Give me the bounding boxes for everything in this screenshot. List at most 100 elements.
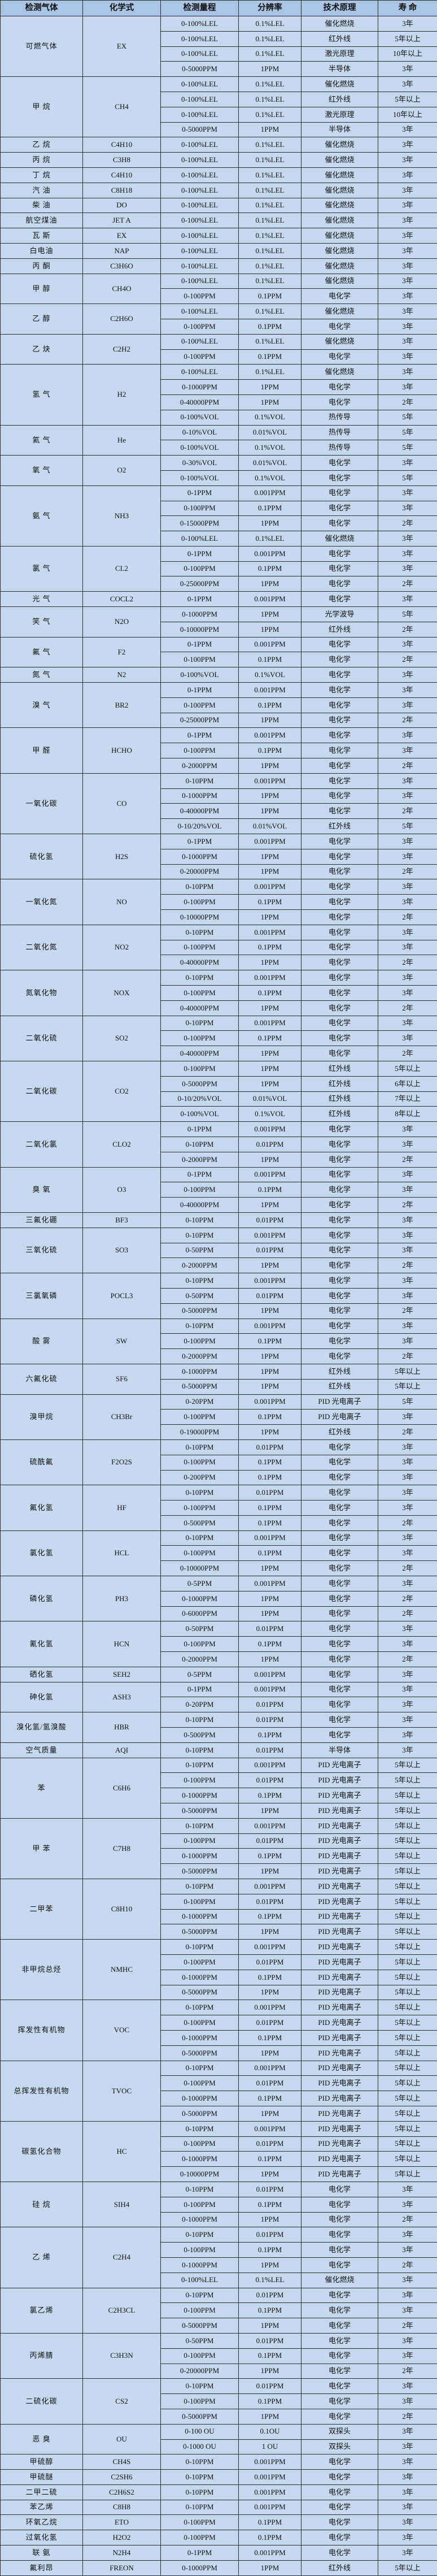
resolution-cell: 1PPM bbox=[239, 1803, 301, 1819]
lifespan-cell: 5年以上 bbox=[378, 1818, 437, 1833]
lifespan-cell: 5年以上 bbox=[378, 1758, 437, 1773]
lifespan-cell: 3年 bbox=[378, 531, 437, 547]
principle-cell: PID 光电离子 bbox=[301, 1803, 378, 1819]
resolution-cell: 0.001PPM bbox=[239, 879, 301, 895]
formula-cell: C3H6O bbox=[83, 258, 161, 274]
resolution-cell: 1PPM bbox=[239, 1258, 301, 1273]
range-cell: 0-10PPM bbox=[161, 925, 239, 940]
lifespan-cell: 3年 bbox=[378, 501, 437, 516]
lifespan-cell: 5年以上 bbox=[378, 1864, 437, 1879]
resolution-cell: 1PPM bbox=[239, 2212, 301, 2227]
formula-cell: DO bbox=[83, 198, 161, 213]
principle-cell: PID 光电离子 bbox=[301, 2121, 378, 2136]
lifespan-cell: 5年以上 bbox=[378, 1849, 437, 1864]
resolution-cell: 0.001PPM bbox=[239, 1394, 301, 1410]
resolution-cell: 0.1PPM bbox=[239, 319, 301, 334]
resolution-cell: 0.1PPM bbox=[239, 2303, 301, 2318]
principle-cell: 电化学 bbox=[301, 2379, 378, 2394]
gas-name-cell: 乙 烯 bbox=[1, 2227, 83, 2288]
gas-name-cell: 硒化氢 bbox=[1, 1667, 83, 1682]
column-header-0: 检测气体 bbox=[1, 1, 83, 16]
resolution-cell: 0.1PPM bbox=[239, 2091, 301, 2106]
range-cell: 0-100%VOL bbox=[161, 667, 239, 683]
lifespan-cell: 2年 bbox=[378, 1258, 437, 1273]
gas-name-cell: 乙 烷 bbox=[1, 137, 83, 153]
resolution-cell: 1PPM bbox=[239, 713, 301, 728]
formula-cell: F2O2S bbox=[83, 1439, 161, 1485]
principle-cell: 电化学 bbox=[301, 1000, 378, 1016]
range-cell: 0-100PPM bbox=[161, 652, 239, 667]
lifespan-cell: 3年 bbox=[378, 2439, 437, 2454]
principle-cell: 电化学 bbox=[301, 1228, 378, 1243]
resolution-cell: 0.1%LEL bbox=[239, 31, 301, 46]
resolution-cell: 0.1PPM bbox=[239, 1470, 301, 1485]
principle-cell: 红外线 bbox=[301, 1425, 378, 1440]
lifespan-cell: 3年 bbox=[378, 2348, 437, 2363]
resolution-cell: 0.1%LEL bbox=[239, 107, 301, 122]
principle-cell: 电化学 bbox=[301, 2303, 378, 2318]
lifespan-cell: 3年 bbox=[378, 289, 437, 304]
resolution-cell: 1PPM bbox=[239, 910, 301, 925]
range-cell: 0-40000PPM bbox=[161, 1000, 239, 1016]
resolution-cell: 0.001PPM bbox=[239, 1879, 301, 1894]
principle-cell: PID 光电离子 bbox=[301, 1955, 378, 1970]
principle-cell: 电化学 bbox=[301, 955, 378, 970]
gas-name-cell: 挥发性有机物 bbox=[1, 2000, 83, 2061]
formula-cell: C8H10 bbox=[83, 1879, 161, 1940]
formula-cell: C2H6O bbox=[83, 304, 161, 335]
resolution-cell: 0.01%VOL bbox=[239, 819, 301, 834]
principle-cell: 电化学 bbox=[301, 743, 378, 758]
lifespan-cell: 3年 bbox=[378, 1243, 437, 1258]
resolution-cell: 0.01%VOL bbox=[239, 456, 301, 471]
resolution-cell: 1PPM bbox=[239, 1606, 301, 1621]
range-cell: 0-10PPM bbox=[161, 1940, 239, 1955]
range-cell: 0-1PPM bbox=[161, 1167, 239, 1182]
range-cell: 0-100%LEL bbox=[161, 213, 239, 228]
resolution-cell: 0.1%VOL bbox=[239, 410, 301, 425]
formula-cell: CH3Br bbox=[83, 1394, 161, 1439]
principle-cell: 催化燃烧 bbox=[301, 304, 378, 319]
range-cell: 0-100PPM bbox=[161, 2348, 239, 2363]
range-cell: 0-100PPM bbox=[161, 349, 239, 365]
gas-name-cell: 三氯氧磷 bbox=[1, 1273, 83, 1319]
principle-cell: 电化学 bbox=[301, 456, 378, 471]
range-cell: 0-10PPM bbox=[161, 1319, 239, 1334]
gas-name-cell: 氮 气 bbox=[1, 667, 83, 683]
range-cell: 0-5000PPM bbox=[161, 1803, 239, 1819]
range-cell: 0-2000PPM bbox=[161, 758, 239, 774]
lifespan-cell: 2年 bbox=[378, 1591, 437, 1606]
range-cell: 0-100%VOL bbox=[161, 410, 239, 425]
range-cell: 0-5PPM bbox=[161, 1576, 239, 1591]
gas-name-cell: 二氧化碳 bbox=[1, 1061, 83, 1121]
range-cell: 0-20PPM bbox=[161, 1394, 239, 1410]
principle-cell: 电化学 bbox=[301, 470, 378, 485]
range-cell: 0-100PPM bbox=[161, 1773, 239, 1788]
formula-cell: C4H10 bbox=[83, 137, 161, 153]
lifespan-cell: 5年以上 bbox=[378, 1894, 437, 1909]
principle-cell: 电化学 bbox=[301, 2197, 378, 2212]
principle-cell: 电化学 bbox=[301, 970, 378, 986]
range-cell: 0-100PPM bbox=[161, 1546, 239, 1561]
formula-cell: BF3 bbox=[83, 1212, 161, 1228]
resolution-cell: 1PPM bbox=[239, 2257, 301, 2273]
principle-cell: PID 光电离子 bbox=[301, 2045, 378, 2061]
lifespan-cell: 3年 bbox=[378, 258, 437, 274]
lifespan-cell: 3年 bbox=[378, 1122, 437, 1137]
lifespan-cell: 5年以上 bbox=[378, 2061, 437, 2076]
principle-cell: PID 光电离子 bbox=[301, 1894, 378, 1909]
lifespan-cell: 3年 bbox=[378, 2500, 437, 2515]
gas-name-cell: 苯 bbox=[1, 1758, 83, 1818]
principle-cell: 电化学 bbox=[301, 1273, 378, 1289]
resolution-cell: 0.1PPM bbox=[239, 2243, 301, 2258]
resolution-cell: 0.001PPM bbox=[239, 2470, 301, 2485]
resolution-cell: 1PPM bbox=[239, 804, 301, 819]
